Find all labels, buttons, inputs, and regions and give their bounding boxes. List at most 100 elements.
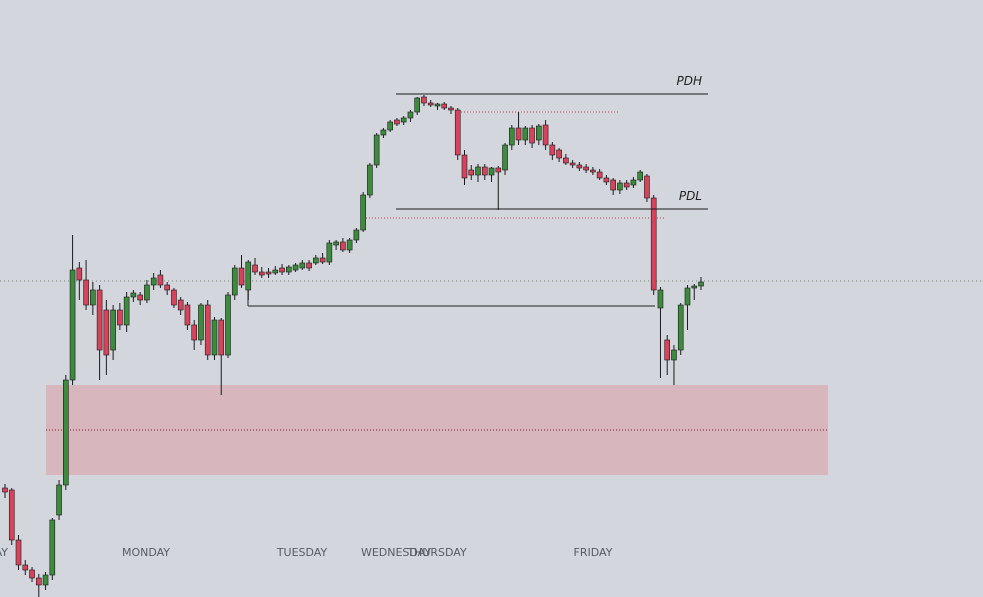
candle-body xyxy=(664,339,671,361)
candle-body xyxy=(83,279,89,306)
candle-body xyxy=(8,489,15,541)
candle-body xyxy=(35,577,42,586)
candle-body xyxy=(495,167,502,173)
candle-body xyxy=(346,239,353,251)
candle-body xyxy=(684,287,691,306)
candle-body xyxy=(150,277,157,286)
candle-body xyxy=(313,257,319,264)
candle-body xyxy=(69,269,76,381)
candle-body xyxy=(333,241,339,246)
candle-body xyxy=(630,179,637,186)
candle-body xyxy=(198,304,204,341)
candle-body xyxy=(414,97,420,113)
candle-body xyxy=(644,175,650,199)
candle-body xyxy=(569,162,576,166)
candle-body xyxy=(144,284,150,301)
day-label: TUESDAY xyxy=(276,546,328,559)
candle-body xyxy=(306,262,312,269)
candle-body xyxy=(231,267,238,296)
candle-body xyxy=(2,487,8,493)
candle-body xyxy=(360,194,366,231)
candle-body xyxy=(623,182,630,188)
candle-body xyxy=(468,169,475,176)
candle-body xyxy=(272,269,279,274)
candle-body xyxy=(117,309,123,326)
candle-body xyxy=(407,111,414,119)
candle-body xyxy=(603,177,610,183)
candle-body xyxy=(49,519,56,576)
candle-body xyxy=(103,309,110,356)
candle-body xyxy=(299,262,306,269)
candle-body xyxy=(76,267,83,281)
candle-body xyxy=(211,319,218,356)
candle-body xyxy=(434,103,441,107)
candle-body xyxy=(252,264,258,273)
candle-body xyxy=(204,304,211,356)
candle-body xyxy=(515,127,522,141)
candle-body xyxy=(671,349,677,361)
candle-body xyxy=(238,267,245,286)
candle-body xyxy=(549,144,556,156)
candle-body xyxy=(576,164,583,169)
candle-body xyxy=(164,284,170,291)
candle-body xyxy=(177,299,184,311)
candle-body xyxy=(42,574,49,586)
candle-body xyxy=(137,294,143,301)
day-label: MONDAY xyxy=(122,546,170,559)
candle-body xyxy=(96,289,103,351)
candle-body xyxy=(90,289,96,306)
candle-body xyxy=(502,144,508,171)
candle-body xyxy=(157,274,164,286)
candle-body xyxy=(488,167,495,176)
candle-body xyxy=(481,166,488,176)
levels: PDH PDL xyxy=(396,74,708,210)
candle-body xyxy=(529,127,535,144)
day-label: FRIDAY xyxy=(574,546,613,559)
candle-body xyxy=(542,124,549,146)
candle-body xyxy=(508,127,515,146)
candle-body xyxy=(279,267,285,273)
candle-body xyxy=(225,294,231,356)
candle-body xyxy=(29,569,35,579)
candle-body xyxy=(326,242,333,263)
day-label: AY xyxy=(0,546,8,559)
candle-body xyxy=(22,564,29,571)
candle-body xyxy=(563,157,569,164)
candle-body xyxy=(245,261,252,291)
candle-body xyxy=(123,296,130,326)
candle-body xyxy=(657,289,664,309)
candle-body xyxy=(340,241,346,251)
candle-body xyxy=(286,266,292,273)
candle-body xyxy=(184,304,191,326)
candle-body xyxy=(475,166,481,176)
candle-body xyxy=(387,121,393,131)
candle-body xyxy=(677,304,684,351)
candle-body xyxy=(367,164,373,196)
candle-body xyxy=(461,154,468,179)
candle-body xyxy=(56,484,62,516)
candle-body xyxy=(380,129,387,136)
level-label: PDL xyxy=(679,189,702,203)
candle-body xyxy=(637,171,643,181)
candle-body xyxy=(353,229,360,241)
candle-body xyxy=(319,257,326,263)
candle-body xyxy=(63,379,69,486)
candle-body xyxy=(130,292,137,298)
candle-body xyxy=(191,324,198,341)
candle-body xyxy=(448,107,454,111)
candle-body xyxy=(698,281,704,287)
candle-body xyxy=(590,169,596,173)
candle-body xyxy=(441,103,448,109)
candle-body xyxy=(596,171,603,179)
candle-body xyxy=(522,127,529,141)
candle-body xyxy=(583,166,589,171)
candle-body xyxy=(171,289,177,306)
candle-body xyxy=(394,119,400,125)
candle-body xyxy=(292,264,299,271)
candle-body xyxy=(617,182,623,191)
candle-body xyxy=(650,197,657,291)
day-label: WEDNESDAY xyxy=(361,546,431,559)
candle-body xyxy=(421,96,427,104)
